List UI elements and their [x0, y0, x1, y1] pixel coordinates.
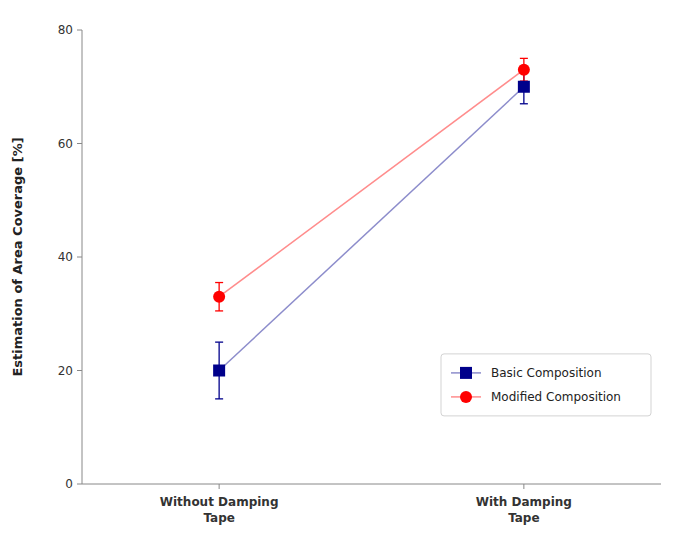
data-point [213, 291, 225, 303]
x-tick [523, 484, 524, 489]
data-point [213, 365, 225, 377]
y-tick [77, 370, 82, 371]
legend: Basic Composition Modified Composition [441, 354, 651, 416]
y-tick-label: 60 [58, 137, 73, 151]
series-line [219, 70, 524, 297]
error-bar-cap [215, 282, 223, 283]
y-tick [77, 30, 82, 31]
chart-svg: 020406080Without DampingTapeWith Damping… [0, 0, 685, 560]
series-line [219, 87, 524, 371]
legend-label: Modified Composition [491, 390, 621, 404]
y-tick-label: 20 [58, 364, 73, 378]
x-tick-label-line: Tape [508, 511, 539, 525]
y-tick-label: 80 [58, 23, 73, 37]
error-bar-cap [215, 310, 223, 311]
y-axis-line [82, 30, 83, 484]
data-point [518, 64, 530, 76]
x-tick-label-line: With Damping [476, 495, 572, 509]
y-tick [77, 143, 82, 144]
axes: 020406080Without DampingTapeWith Damping… [58, 23, 661, 525]
error-bar-cap [215, 398, 223, 399]
x-tick-label: Without Damping Tape [160, 495, 279, 525]
data-point [518, 81, 530, 93]
legend-label: Basic Composition [491, 366, 602, 380]
x-tick-label-line: Without Damping [160, 495, 279, 509]
y-axis-title: Estimation of Area Coverage [%] [10, 137, 25, 376]
legend-marker [460, 367, 472, 379]
legend-marker [460, 391, 472, 403]
chart-container: 020406080Without DampingTapeWith Damping… [0, 0, 685, 560]
legend-box [441, 354, 651, 416]
x-tick [219, 484, 220, 489]
x-tick-label: With Damping Tape [476, 495, 572, 525]
error-bar-cap [215, 341, 223, 342]
error-bar-cap [520, 103, 528, 104]
x-axis-line [82, 484, 661, 485]
y-tick [77, 257, 82, 258]
error-bar-cap [520, 58, 528, 59]
plot-area [213, 58, 530, 399]
y-tick-label: 40 [58, 250, 73, 264]
y-tick [77, 484, 82, 485]
y-tick-label: 0 [65, 477, 73, 491]
x-tick-label-line: Tape [203, 511, 234, 525]
